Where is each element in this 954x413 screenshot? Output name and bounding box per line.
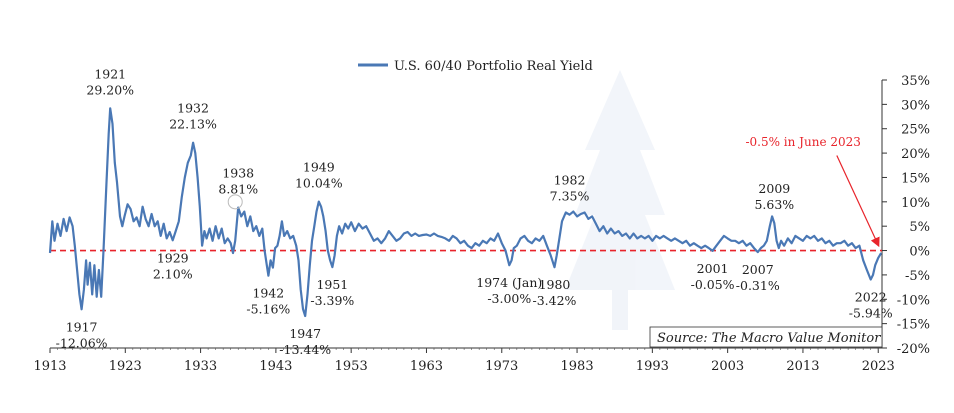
x-tick-label: 1993 (636, 359, 669, 374)
axes: 1913 1923 1933 1943 1953 1963 1973 1983 1993 2003… (33, 74, 930, 374)
x-tick-label: 1963 (410, 359, 443, 374)
data-label-value: -3.00% (487, 291, 531, 306)
data-label-value: -5.94% (849, 305, 893, 320)
x-tick-label: 1933 (184, 359, 217, 374)
data-label-year: 2001 (697, 261, 729, 276)
legend-label: U.S. 60/40 Portfolio Real Yield (394, 59, 593, 74)
y-tick-label: 20% (901, 147, 930, 162)
data-label-value: -3.42% (533, 293, 577, 308)
data-label-value: 22.13% (169, 117, 217, 132)
data-label-year: 1938 (222, 166, 254, 181)
data-label-year: 1917 (66, 319, 98, 334)
data-label-value: 2.10% (153, 266, 193, 281)
legend: U.S. 60/40 Portfolio Real Yield (358, 59, 593, 74)
data-label-year: 1921 (94, 66, 126, 81)
y-tick-label: 5% (909, 220, 930, 235)
data-label-value: -12.06% (56, 335, 108, 350)
data-label-year: 2009 (758, 181, 790, 196)
callout: -0.5% in June 2023 (745, 135, 880, 248)
callout-text: -0.5% in June 2023 (745, 135, 860, 149)
data-label-value: -0.31% (736, 278, 780, 293)
data-label-year: 1980 (539, 277, 571, 292)
data-label-value: -5.16% (246, 302, 290, 317)
data-label-value: 7.35% (550, 189, 590, 204)
data-label-year: 1951 (316, 277, 348, 292)
y-tick-label: 15% (901, 171, 930, 186)
marker-circle (227, 194, 243, 210)
y-tick-label: 35% (901, 74, 930, 89)
data-label-value: 5.63% (754, 197, 794, 212)
callout-arrow (836, 155, 880, 248)
data-label-value: -13.44% (279, 342, 331, 357)
y-tick-label: -20% (897, 342, 930, 357)
source-text: Source: The Macro Value Monitor (657, 331, 881, 346)
source-box: Source: The Macro Value Monitor (649, 326, 883, 348)
data-label-value: 29.20% (86, 82, 134, 97)
y-tick-label: 10% (901, 196, 930, 211)
x-tick-label: 1943 (259, 359, 292, 374)
y-tick-label: 25% (901, 123, 930, 138)
data-label-year: 2007 (742, 262, 774, 277)
data-label-year: 1929 (157, 250, 189, 265)
data-label-value: -0.05% (691, 277, 735, 292)
y-tick-label: 0% (909, 245, 930, 260)
data-label-year: 1974 (Jan) (476, 275, 542, 290)
y-tick-label: -10% (897, 293, 930, 308)
data-label-year: 1942 (252, 286, 284, 301)
data-label-year: 2022 (855, 289, 887, 304)
y-tick-label: 30% (901, 98, 930, 113)
series-line (48, 107, 883, 318)
y-tick-label: -15% (897, 318, 930, 333)
x-tick-label: 2003 (711, 359, 744, 374)
data-label-year: 1949 (303, 160, 335, 175)
data-label-year: 1947 (289, 326, 321, 341)
x-tick-label: 2013 (786, 359, 819, 374)
data-label-value: 8.81% (218, 182, 258, 197)
x-tick-label: 1923 (109, 359, 142, 374)
data-label-year: 1932 (177, 101, 209, 116)
watermark-tree-icon (565, 70, 675, 330)
x-tick-label: 1913 (33, 359, 66, 374)
data-label-year: 1982 (554, 173, 586, 188)
x-tick-label: 2023 (862, 359, 895, 374)
x-tick-label: 1973 (485, 359, 518, 374)
x-tick-label: 1983 (561, 359, 594, 374)
data-label-value: -3.39% (310, 293, 354, 308)
x-tick-label: 1953 (335, 359, 368, 374)
y-tick-label: -5% (905, 269, 930, 284)
data-label-value: 10.04% (295, 176, 343, 191)
